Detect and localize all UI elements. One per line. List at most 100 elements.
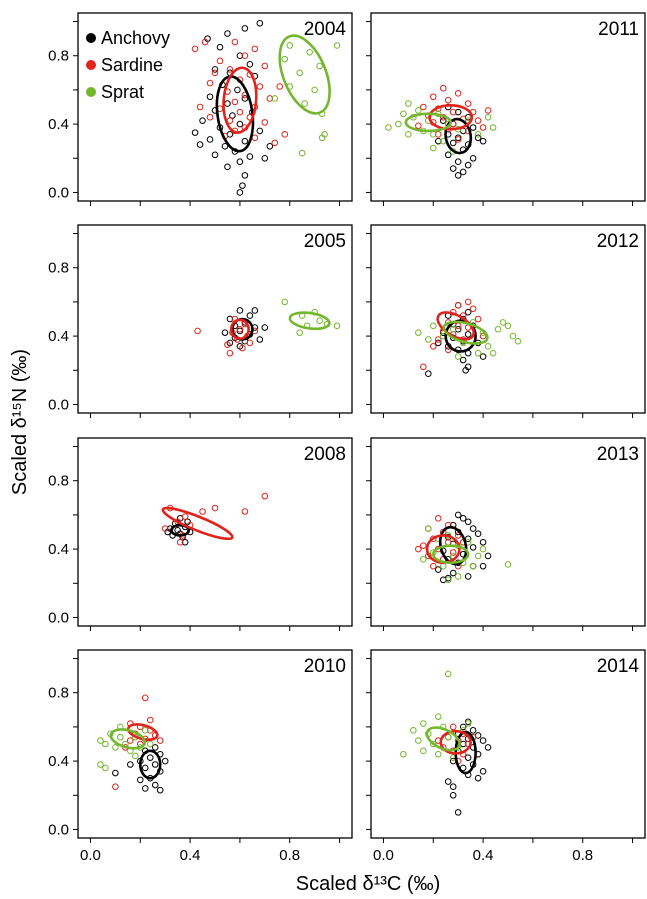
data-point-sardine: [261, 62, 269, 70]
data-point-sardine: [415, 122, 422, 130]
legend-label-sardine: Sardine: [101, 55, 163, 75]
data-point-sprat: [298, 149, 306, 157]
data-point-anchovy: [151, 781, 159, 789]
data-point-sardine: [449, 108, 457, 116]
data-point-sprat: [420, 747, 427, 755]
data-point-sprat: [434, 750, 442, 758]
data-point-sardine: [191, 45, 199, 53]
panel-frame: [370, 437, 646, 627]
data-point-anchovy: [474, 530, 482, 538]
data-point-sprat: [509, 332, 517, 340]
data-point-anchovy: [146, 754, 154, 761]
data-point-sardine: [415, 545, 422, 553]
data-point-anchovy: [236, 189, 244, 196]
data-point-anchovy: [479, 768, 487, 775]
data-point-sardine: [434, 336, 442, 343]
data-point-sardine: [127, 737, 134, 744]
data-point-sprat: [316, 62, 323, 70]
data-point-sardine: [216, 57, 224, 65]
data-point-anchovy: [241, 25, 249, 32]
ellipse-sprat: [431, 544, 470, 565]
data-point-sardine: [211, 69, 219, 77]
panel-2004: 0.0 0.4 0.8 2004: [48, 12, 353, 206]
panel-grid: 0.0 0.4 0.8 2004 2011 0.0 0.4 0.8 2005 2012 0.0 0.4…: [48, 12, 646, 864]
data-point-sardine: [434, 131, 442, 138]
data-point-anchovy: [439, 117, 447, 124]
data-point-sardine: [241, 52, 249, 60]
data-point-sardine: [474, 315, 482, 323]
data-point-anchovy: [246, 312, 254, 319]
data-point-anchovy: [459, 723, 467, 731]
data-point-anchovy: [484, 744, 492, 751]
data-point-anchovy: [266, 143, 274, 150]
ellipse-anchovy: [444, 117, 473, 155]
ellipse-sprat: [109, 728, 147, 750]
data-point-sprat: [489, 124, 497, 131]
data-point-sardine: [181, 513, 189, 520]
data-point-sardine: [226, 349, 234, 357]
data-point-anchovy: [221, 329, 229, 336]
legend-marker-sprat: [86, 87, 96, 97]
data-point-anchovy: [479, 137, 487, 145]
data-point-sprat: [479, 545, 487, 553]
data-point-anchovy: [151, 744, 159, 751]
panel-frame: [370, 649, 646, 839]
panel-year-label: 2012: [597, 231, 639, 252]
data-point-anchovy: [444, 778, 452, 785]
data-point-anchovy: [241, 95, 249, 102]
data-point-anchovy: [469, 124, 477, 131]
data-point-sprat: [296, 69, 303, 77]
x-tick-label: 0.0: [80, 847, 101, 864]
data-point-sprat: [117, 733, 124, 741]
data-point-sprat: [454, 573, 462, 580]
data-point-anchovy: [141, 764, 149, 772]
panel-2012: 2012: [366, 224, 646, 418]
data-point-anchovy: [246, 153, 254, 160]
data-point-sprat: [424, 525, 432, 532]
panel-2008: 0.0 0.4 0.8 2008: [48, 437, 353, 631]
data-point-anchovy: [464, 754, 472, 761]
data-point-sprat: [444, 576, 452, 584]
data-point-sprat: [410, 727, 417, 734]
data-point-sardine: [439, 84, 447, 92]
data-point-sprat: [484, 113, 492, 121]
data-point-sprat: [102, 740, 109, 748]
data-point-sardine: [474, 117, 482, 124]
data-point-sardine: [146, 716, 154, 724]
ellipse-sardine: [428, 103, 474, 131]
data-point-sardine: [176, 538, 184, 546]
ellipse-anchovy: [438, 525, 468, 566]
data-point-sardine: [449, 549, 457, 556]
data-point-sprat: [499, 319, 507, 326]
data-point-sardine: [464, 100, 472, 107]
data-point-anchovy: [464, 331, 472, 338]
data-point-sprat: [429, 144, 437, 152]
ellipse-sardine: [229, 318, 250, 340]
data-point-sprat: [281, 55, 289, 63]
data-point-anchovy: [484, 552, 492, 560]
data-point-sprat: [301, 100, 308, 107]
y-tick-label: 0.0: [48, 609, 69, 626]
data-point-sardine: [261, 492, 269, 500]
y-axis-label: Scaled δ¹⁵N (‰): [9, 349, 31, 495]
data-point-sprat: [97, 737, 104, 744]
data-point-anchovy: [174, 526, 181, 534]
y-tick-label: 0.8: [48, 48, 69, 65]
data-point-sardine: [464, 298, 472, 306]
data-point-sardine: [256, 83, 264, 90]
panel-year-label: 2011: [598, 19, 639, 40]
panel-frame: [77, 12, 353, 202]
panel-year-label: 2013: [597, 444, 639, 465]
data-point-anchovy: [156, 786, 164, 794]
data-point-anchovy: [462, 366, 469, 374]
data-point-anchovy: [112, 769, 119, 777]
data-point-anchovy: [241, 172, 249, 179]
data-point-sardine: [454, 322, 462, 330]
data-point-sardine: [420, 103, 427, 111]
data-point-sardine: [206, 79, 214, 87]
data-point-sardine: [484, 107, 492, 114]
data-point-sprat: [318, 134, 326, 142]
data-point-anchovy: [464, 573, 472, 580]
data-point-anchovy: [261, 324, 269, 331]
data-point-anchovy: [459, 515, 467, 522]
